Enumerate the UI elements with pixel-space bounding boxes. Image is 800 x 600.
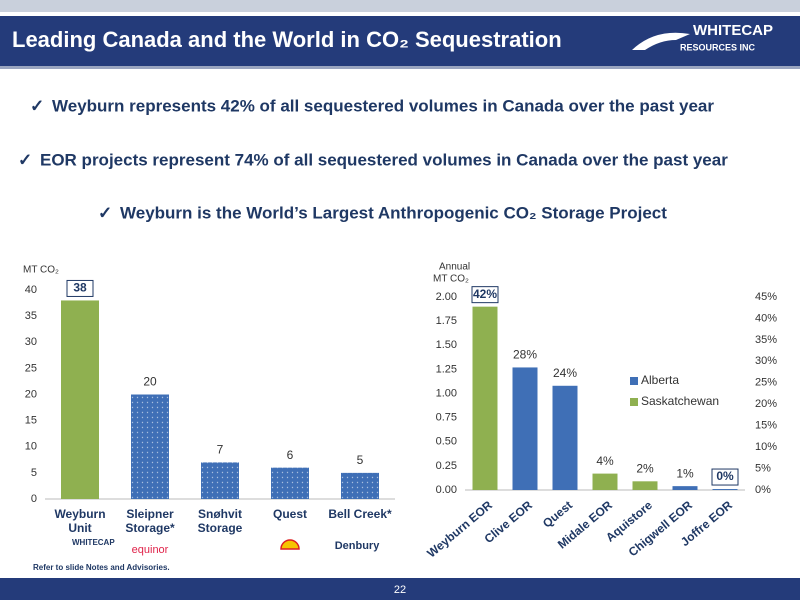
bullet: EOR projects represent 74% of all seques…	[40, 150, 728, 169]
y2-tick-label: 40%	[755, 312, 777, 324]
y2-tick-label: 5%	[755, 462, 771, 474]
bar	[552, 385, 578, 490]
check: ✓	[98, 203, 112, 222]
y2-tick-label: 25%	[755, 377, 777, 389]
shell-logo	[280, 539, 300, 550]
y2-tick-label: 45%	[755, 291, 777, 303]
bar	[592, 473, 618, 490]
bar	[632, 481, 658, 490]
y2-tick-label: 0%	[755, 484, 771, 496]
bar	[712, 489, 738, 490]
label-box	[471, 286, 499, 304]
x-tick-label: Quest	[540, 498, 575, 531]
slide-title: Leading Canada and the World in CO₂ Sequ…	[12, 27, 562, 52]
logo-subtext: RESOURCES INC	[680, 42, 756, 52]
legend-label: Saskatchewan	[641, 394, 719, 408]
data-label: 4%	[596, 454, 614, 468]
denbury-logo: Denbury	[335, 540, 381, 552]
data-label: 6	[287, 448, 294, 462]
y-tick-label: 25	[25, 362, 37, 374]
legend-label: Alberta	[641, 373, 679, 387]
x-tick-label: Bell Creek*	[328, 507, 392, 521]
data-label: 0%	[716, 469, 734, 483]
bar-texture	[131, 394, 169, 499]
y-tick-label: 30	[25, 336, 37, 348]
y-tick-label: 2.00	[436, 291, 457, 303]
x-tick-label: Weyburn Unit	[54, 507, 106, 535]
y-tick-label: 0.00	[436, 484, 457, 496]
y-tick-label: 1.50	[436, 339, 457, 351]
data-label: 20	[143, 375, 157, 389]
footnote: Refer to slide Notes and Advisories.	[33, 563, 170, 572]
logo-wave	[632, 32, 690, 50]
whitecap-logo: WHITECAP	[72, 538, 115, 547]
y2-tick-label: 20%	[755, 398, 777, 410]
legend-swatch	[630, 398, 638, 406]
data-label: 7	[217, 443, 224, 457]
equinor-logo: equinor	[132, 544, 169, 556]
y-tick-label: 0.25	[436, 460, 457, 472]
footer-bar	[0, 578, 800, 600]
title-rule	[0, 66, 800, 69]
y2-tick-label: 15%	[755, 420, 777, 432]
top-strip	[0, 0, 800, 12]
y2-tick-label: 35%	[755, 334, 777, 346]
y-tick-label: 0.75	[436, 412, 457, 424]
x-tick-label: Quest	[272, 507, 307, 521]
x-tick-label: Weyburn EOR	[424, 498, 495, 561]
check: ✓	[30, 96, 44, 115]
bar	[61, 300, 99, 499]
y-tick-label: 20	[25, 388, 37, 400]
y-tick-label: 1.25	[436, 363, 457, 375]
data-label: 24%	[553, 366, 577, 380]
y-tick-label: 0.50	[436, 436, 457, 448]
page-number: 22	[394, 584, 406, 596]
bullet: Weyburn represents 42% of all sequestere…	[52, 96, 714, 115]
y-axis-label: Annual	[439, 262, 470, 273]
bullet: Weyburn is the World’s Largest Anthropog…	[120, 203, 667, 222]
logo-text: WHITECAP	[693, 22, 773, 39]
y-tick-label: 1.75	[436, 315, 457, 327]
y-axis-label: MT CO₂	[23, 265, 59, 276]
bar-texture	[271, 467, 309, 499]
data-label: 42%	[473, 287, 497, 301]
bar	[512, 367, 538, 490]
data-label: 5	[357, 453, 364, 467]
check: ✓	[18, 150, 32, 169]
y-tick-label: 1.00	[436, 387, 457, 399]
label-box	[711, 468, 739, 486]
x-tick-label: Snøhvit Storage	[197, 507, 243, 535]
y-tick-label: 0	[31, 493, 37, 505]
y2-tick-label: 10%	[755, 441, 777, 453]
title-bar	[0, 16, 800, 66]
bar	[472, 306, 498, 490]
label-box	[66, 279, 94, 297]
bar	[672, 486, 698, 490]
y-tick-label: 35	[25, 310, 37, 322]
y-tick-label: 5	[31, 467, 37, 479]
bar-texture	[341, 472, 379, 499]
y-axis-label: MT CO₂	[433, 274, 469, 285]
y-tick-label: 10	[25, 441, 37, 453]
data-label: 38	[73, 281, 87, 295]
data-label: 2%	[636, 461, 654, 475]
data-label: 1%	[676, 466, 694, 480]
data-label: 28%	[513, 348, 537, 362]
y-tick-label: 40	[25, 284, 37, 296]
y2-tick-label: 30%	[755, 355, 777, 367]
legend-swatch	[630, 377, 638, 385]
x-tick-label: Sleipner Storage*	[125, 507, 175, 535]
bar-texture	[201, 462, 239, 499]
y-tick-label: 15	[25, 415, 37, 427]
